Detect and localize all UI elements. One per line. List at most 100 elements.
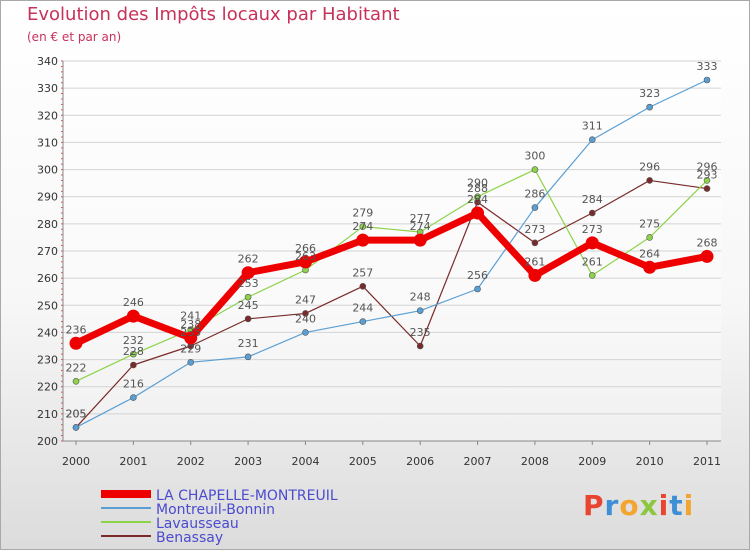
data-label: 296 xyxy=(639,160,660,173)
x-tick-label: 2004 xyxy=(291,455,319,468)
data-label: 264 xyxy=(639,247,660,260)
data-label: 311 xyxy=(582,120,603,133)
data-point xyxy=(187,358,195,366)
logo-letter: i xyxy=(683,489,695,522)
data-label: 263 xyxy=(295,250,316,263)
y-tick-label: 280 xyxy=(37,218,58,231)
y-tick-label: 290 xyxy=(37,191,58,204)
data-label: 228 xyxy=(123,345,144,358)
legend-label: Lavausseau xyxy=(156,516,239,532)
data-label: 290 xyxy=(467,177,488,190)
x-tick-label: 2000 xyxy=(62,455,90,468)
data-label: 244 xyxy=(352,302,373,315)
data-label: 222 xyxy=(66,361,87,374)
data-point xyxy=(703,76,711,84)
x-tick-label: 2008 xyxy=(521,455,549,468)
data-label: 268 xyxy=(697,236,718,249)
data-point xyxy=(646,234,653,241)
data-label: 277 xyxy=(410,212,431,225)
data-point xyxy=(298,255,312,269)
y-tick-label: 220 xyxy=(37,381,58,394)
data-label: 261 xyxy=(524,255,545,268)
data-label: 284 xyxy=(582,193,603,206)
data-point xyxy=(646,103,653,111)
data-label: 273 xyxy=(524,223,545,236)
data-point xyxy=(703,177,711,184)
data-label: 275 xyxy=(639,217,660,230)
x-tick-label: 2003 xyxy=(234,455,262,468)
data-point xyxy=(588,272,596,279)
x-tick-label: 2006 xyxy=(406,455,434,468)
data-label: 240 xyxy=(295,312,316,325)
x-tick-label: 2010 xyxy=(636,455,664,468)
series-la-chapelle-montreuil xyxy=(69,206,714,350)
data-label: 235 xyxy=(180,326,201,339)
data-point xyxy=(126,309,140,323)
data-point xyxy=(585,236,599,250)
data-label: 261 xyxy=(582,255,603,268)
data-point xyxy=(359,318,367,325)
data-point xyxy=(416,307,424,315)
logo-letter: t xyxy=(669,489,684,522)
data-point xyxy=(359,223,367,230)
data-label: 300 xyxy=(524,150,545,163)
y-tick-label: 330 xyxy=(37,82,58,95)
logo-letter: r xyxy=(604,489,620,522)
y-tick-label: 310 xyxy=(37,136,58,149)
legend-label: Benassay xyxy=(156,530,223,546)
y-tick-label: 230 xyxy=(37,354,58,367)
y-tick-label: 240 xyxy=(37,326,58,339)
y-tick-label: 300 xyxy=(37,164,58,177)
data-label: 232 xyxy=(123,334,144,347)
data-point xyxy=(646,177,653,184)
chart-subtitle: (en € et par an) xyxy=(27,30,122,44)
data-point xyxy=(184,331,198,345)
data-label: 286 xyxy=(524,188,545,201)
data-label: 333 xyxy=(697,60,718,73)
logo-letter: x xyxy=(639,489,659,522)
data-point xyxy=(130,350,137,358)
data-point xyxy=(528,268,542,282)
data-label: 274 xyxy=(352,220,373,233)
data-point xyxy=(244,315,252,323)
data-label: 273 xyxy=(582,223,603,236)
data-label: 246 xyxy=(123,296,144,309)
legend-label: Montreuil-Bonnin xyxy=(156,502,275,518)
y-tick-label: 200 xyxy=(37,435,58,448)
data-label: 245 xyxy=(238,299,259,312)
data-label: 257 xyxy=(352,266,373,279)
data-point xyxy=(302,310,309,317)
data-point xyxy=(244,293,252,301)
x-tick-label: 2009 xyxy=(578,455,606,468)
series-montreuil-bonnin xyxy=(72,76,711,431)
x-tick-label: 2002 xyxy=(177,455,205,468)
logo-letter: o xyxy=(619,489,640,522)
data-point xyxy=(703,185,711,192)
y-tick-label: 340 xyxy=(37,55,58,68)
data-label: 279 xyxy=(352,207,373,220)
data-point xyxy=(69,336,83,350)
data-point xyxy=(72,424,80,431)
data-label: 231 xyxy=(238,337,259,350)
data-label: 284 xyxy=(467,193,488,206)
data-label: 238 xyxy=(180,318,201,331)
data-point xyxy=(302,329,309,336)
data-label: 274 xyxy=(410,220,431,233)
data-label: 323 xyxy=(639,87,660,100)
data-point xyxy=(356,233,370,247)
legend-label: LA CHAPELLE-MONTREUIL xyxy=(156,488,338,504)
data-label: 205 xyxy=(66,407,87,420)
y-tick-label: 260 xyxy=(37,272,58,285)
data-point xyxy=(130,361,137,369)
data-point xyxy=(700,249,714,263)
data-point xyxy=(130,394,137,401)
data-label: 262 xyxy=(238,253,259,266)
data-label: 205 xyxy=(66,407,87,420)
x-tick-label: 2005 xyxy=(349,455,377,468)
data-point xyxy=(531,239,539,247)
data-point xyxy=(588,136,596,144)
y-tick-label: 210 xyxy=(37,408,58,421)
data-point xyxy=(531,166,539,173)
data-label: 293 xyxy=(697,169,718,182)
